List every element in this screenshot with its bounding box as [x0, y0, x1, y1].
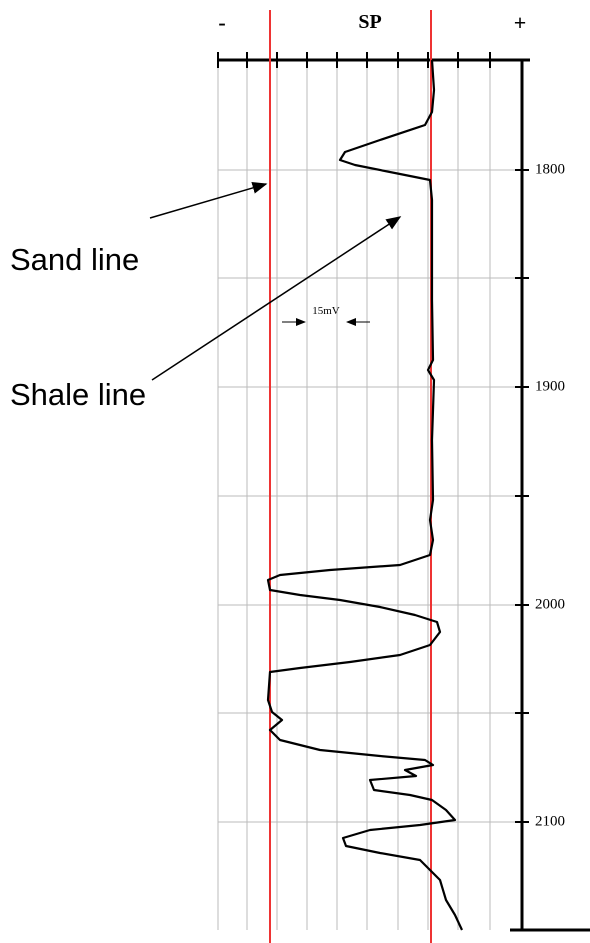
plus-sign: + — [514, 10, 527, 35]
depth-label: 2000 — [535, 596, 565, 612]
minus-sign: - — [218, 10, 225, 35]
grid — [217, 60, 522, 930]
sand-arrow — [149, 182, 268, 219]
sand-label: Sand line — [10, 242, 139, 277]
depth-label: 1900 — [535, 378, 565, 394]
sp-curve — [266, 59, 463, 931]
shale-arrow — [151, 216, 402, 381]
depth-label: 2100 — [535, 813, 565, 829]
depth-label: 1800 — [535, 161, 565, 177]
shale-label: Shale line — [10, 377, 146, 412]
axes — [217, 52, 590, 932]
track-title: SP — [358, 11, 381, 33]
scale-label: 15mV — [312, 305, 340, 317]
